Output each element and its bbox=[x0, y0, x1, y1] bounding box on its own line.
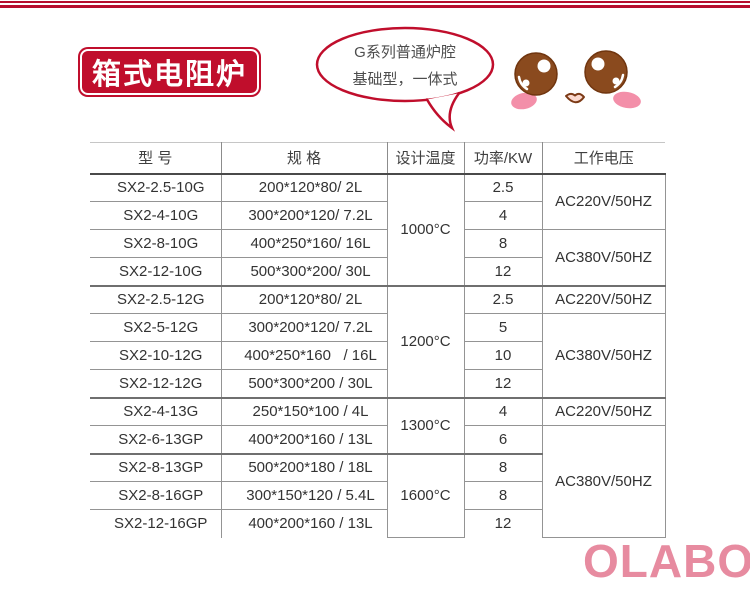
spec-cell: 400*250*160 / 16L bbox=[220, 341, 388, 370]
table-row: SX2-2.5-10G 200*120*80/ 2L 1000°C 2.5 AC… bbox=[90, 173, 666, 286]
right-eye-highlight-small bbox=[612, 77, 620, 85]
spec-cell: 200*120*80/ 2L bbox=[220, 173, 388, 202]
power-cell: 8 bbox=[463, 452, 543, 482]
top-border-line-2 bbox=[0, 5, 750, 8]
power-cell: 2.5 bbox=[463, 173, 543, 202]
mouth bbox=[565, 92, 585, 104]
spec-cell: 500*300*200 / 30L bbox=[220, 369, 388, 398]
power-cell: 6 bbox=[463, 425, 543, 454]
model-cell: SX2-2.5-10G bbox=[90, 173, 222, 202]
spec-cell: 300*150*120 / 5.4L bbox=[220, 481, 388, 510]
brand-logo: OLABO bbox=[583, 535, 750, 587]
power-cell: 5 bbox=[463, 313, 543, 342]
spec-cell: 300*200*120/ 7.2L bbox=[220, 313, 388, 342]
model-cell: SX2-12-12G bbox=[90, 369, 222, 398]
speech-bubble-tail bbox=[425, 91, 461, 132]
temperature-cell: 1000°C bbox=[386, 173, 465, 286]
right-eye-highlight-big bbox=[591, 57, 605, 71]
model-cell: SX2-12-10G bbox=[90, 257, 222, 286]
spec-cell: 200*120*80/ 2L bbox=[220, 284, 388, 314]
model-cell: SX2-4-10G bbox=[90, 201, 222, 230]
left-eye-arc-highlight bbox=[517, 75, 529, 91]
table-row: SX2-4-13G 250*150*100 / 4L 1300°C 4 AC22… bbox=[90, 396, 666, 454]
power-cell: 12 bbox=[463, 509, 543, 538]
spec-cell: 400*200*160 / 13L bbox=[220, 509, 388, 538]
model-cell: SX2-10-12G bbox=[90, 341, 222, 370]
header-model: 型 号 bbox=[90, 142, 222, 175]
power-cell: 4 bbox=[463, 201, 543, 230]
voltage-cell: AC380V/50HZ bbox=[541, 229, 666, 286]
bubble-line-1: G系列普通炉腔 bbox=[354, 44, 456, 61]
table-header-row: 型 号 规 格 设计温度 功率/KW 工作电压 bbox=[90, 142, 665, 175]
top-border-line bbox=[0, 1, 750, 3]
voltage-cell: AC220V/50HZ bbox=[541, 173, 666, 230]
table-row: SX2-8-13GP 500*200*180 / 18L 1600°C 8 bbox=[90, 452, 665, 538]
temperature-cell: 1200°C bbox=[386, 284, 465, 398]
table-row: SX2-8-10G 400*250*160/ 16L 8 AC380V/50HZ bbox=[90, 229, 666, 286]
header-power: 功率/KW bbox=[463, 142, 543, 175]
kawaii-face-icon bbox=[511, 50, 641, 110]
table-row: SX2-12-16GP 400*200*160 / 13L 12 bbox=[90, 509, 665, 538]
spec-cell: 250*150*100 / 4L bbox=[220, 396, 388, 426]
right-eye-arc-highlight bbox=[613, 73, 625, 89]
table-row: SX2-10-12G 400*250*160 / 16L 10 bbox=[90, 341, 665, 370]
spec-cell: 400*250*160/ 16L bbox=[220, 229, 388, 258]
model-cell: SX2-5-12G bbox=[90, 313, 222, 342]
voltage-cell: AC220V/50HZ bbox=[541, 396, 666, 426]
left-eye-highlight-small bbox=[522, 79, 530, 87]
left-cheek bbox=[511, 92, 537, 110]
model-cell: SX2-8-16GP bbox=[90, 481, 222, 510]
voltage-cell: AC380V/50HZ bbox=[541, 313, 666, 398]
temperature-cell: 1600°C bbox=[386, 452, 465, 538]
spec-cell: 300*200*120/ 7.2L bbox=[220, 201, 388, 230]
model-cell: SX2-4-13G bbox=[90, 396, 222, 426]
bubble-line-2: 基础型，一体式 bbox=[352, 71, 458, 88]
product-title-badge: 箱式电阻炉 bbox=[78, 47, 261, 97]
voltage-cell: AC220V/50HZ bbox=[541, 284, 666, 314]
spec-table: 型 号 规 格 设计温度 功率/KW 工作电压 SX2-2.5-10G 200*… bbox=[90, 142, 666, 538]
product-title: 箱式电阻炉 bbox=[91, 59, 247, 91]
spec-cell: 500*200*180 / 18L bbox=[220, 452, 388, 482]
speech-bubble-text: G系列普通炉腔 基础型，一体式 bbox=[315, 39, 495, 93]
model-cell: SX2-8-13GP bbox=[90, 452, 222, 482]
model-cell: SX2-6-13GP bbox=[90, 425, 222, 454]
temperature-cell: 1300°C bbox=[386, 396, 465, 454]
speech-bubble bbox=[315, 26, 495, 132]
power-cell: 12 bbox=[463, 369, 543, 398]
model-cell: SX2-8-10G bbox=[90, 229, 222, 258]
left-eye bbox=[514, 52, 558, 96]
table-row: SX2-2.5-12G 200*120*80/ 2L 1200°C 2.5 AC… bbox=[90, 284, 666, 398]
table-row: SX2-5-12G 300*200*120/ 7.2L 5 AC380V/50H… bbox=[90, 313, 666, 398]
power-cell: 2.5 bbox=[463, 284, 543, 314]
table-row: SX2-6-13GP 400*200*160 / 13L 6 AC380V/50… bbox=[90, 425, 666, 538]
spec-cell: 500*300*200/ 30L bbox=[220, 257, 388, 286]
left-eye-highlight-big bbox=[537, 59, 551, 73]
power-cell: 8 bbox=[463, 481, 543, 510]
power-cell: 12 bbox=[463, 257, 543, 286]
spec-cell: 400*200*160 / 13L bbox=[220, 425, 388, 454]
voltage-cell: AC380V/50HZ bbox=[541, 425, 666, 538]
header-temperature: 设计温度 bbox=[386, 142, 465, 175]
speech-bubble-outline bbox=[315, 26, 495, 103]
right-cheek bbox=[613, 91, 641, 109]
power-cell: 4 bbox=[463, 396, 543, 426]
model-cell: SX2-2.5-12G bbox=[90, 284, 222, 314]
model-cell: SX2-12-16GP bbox=[90, 509, 222, 538]
table-row: SX2-4-10G 300*200*120/ 7.2L 4 bbox=[90, 201, 665, 230]
header-spec: 规 格 bbox=[220, 142, 388, 175]
power-cell: 8 bbox=[463, 229, 543, 258]
power-cell: 10 bbox=[463, 341, 543, 370]
header-voltage: 工作电压 bbox=[541, 142, 665, 175]
table-row: SX2-12-10G 500*300*200/ 30L 12 bbox=[90, 257, 665, 286]
right-eye bbox=[584, 50, 628, 94]
